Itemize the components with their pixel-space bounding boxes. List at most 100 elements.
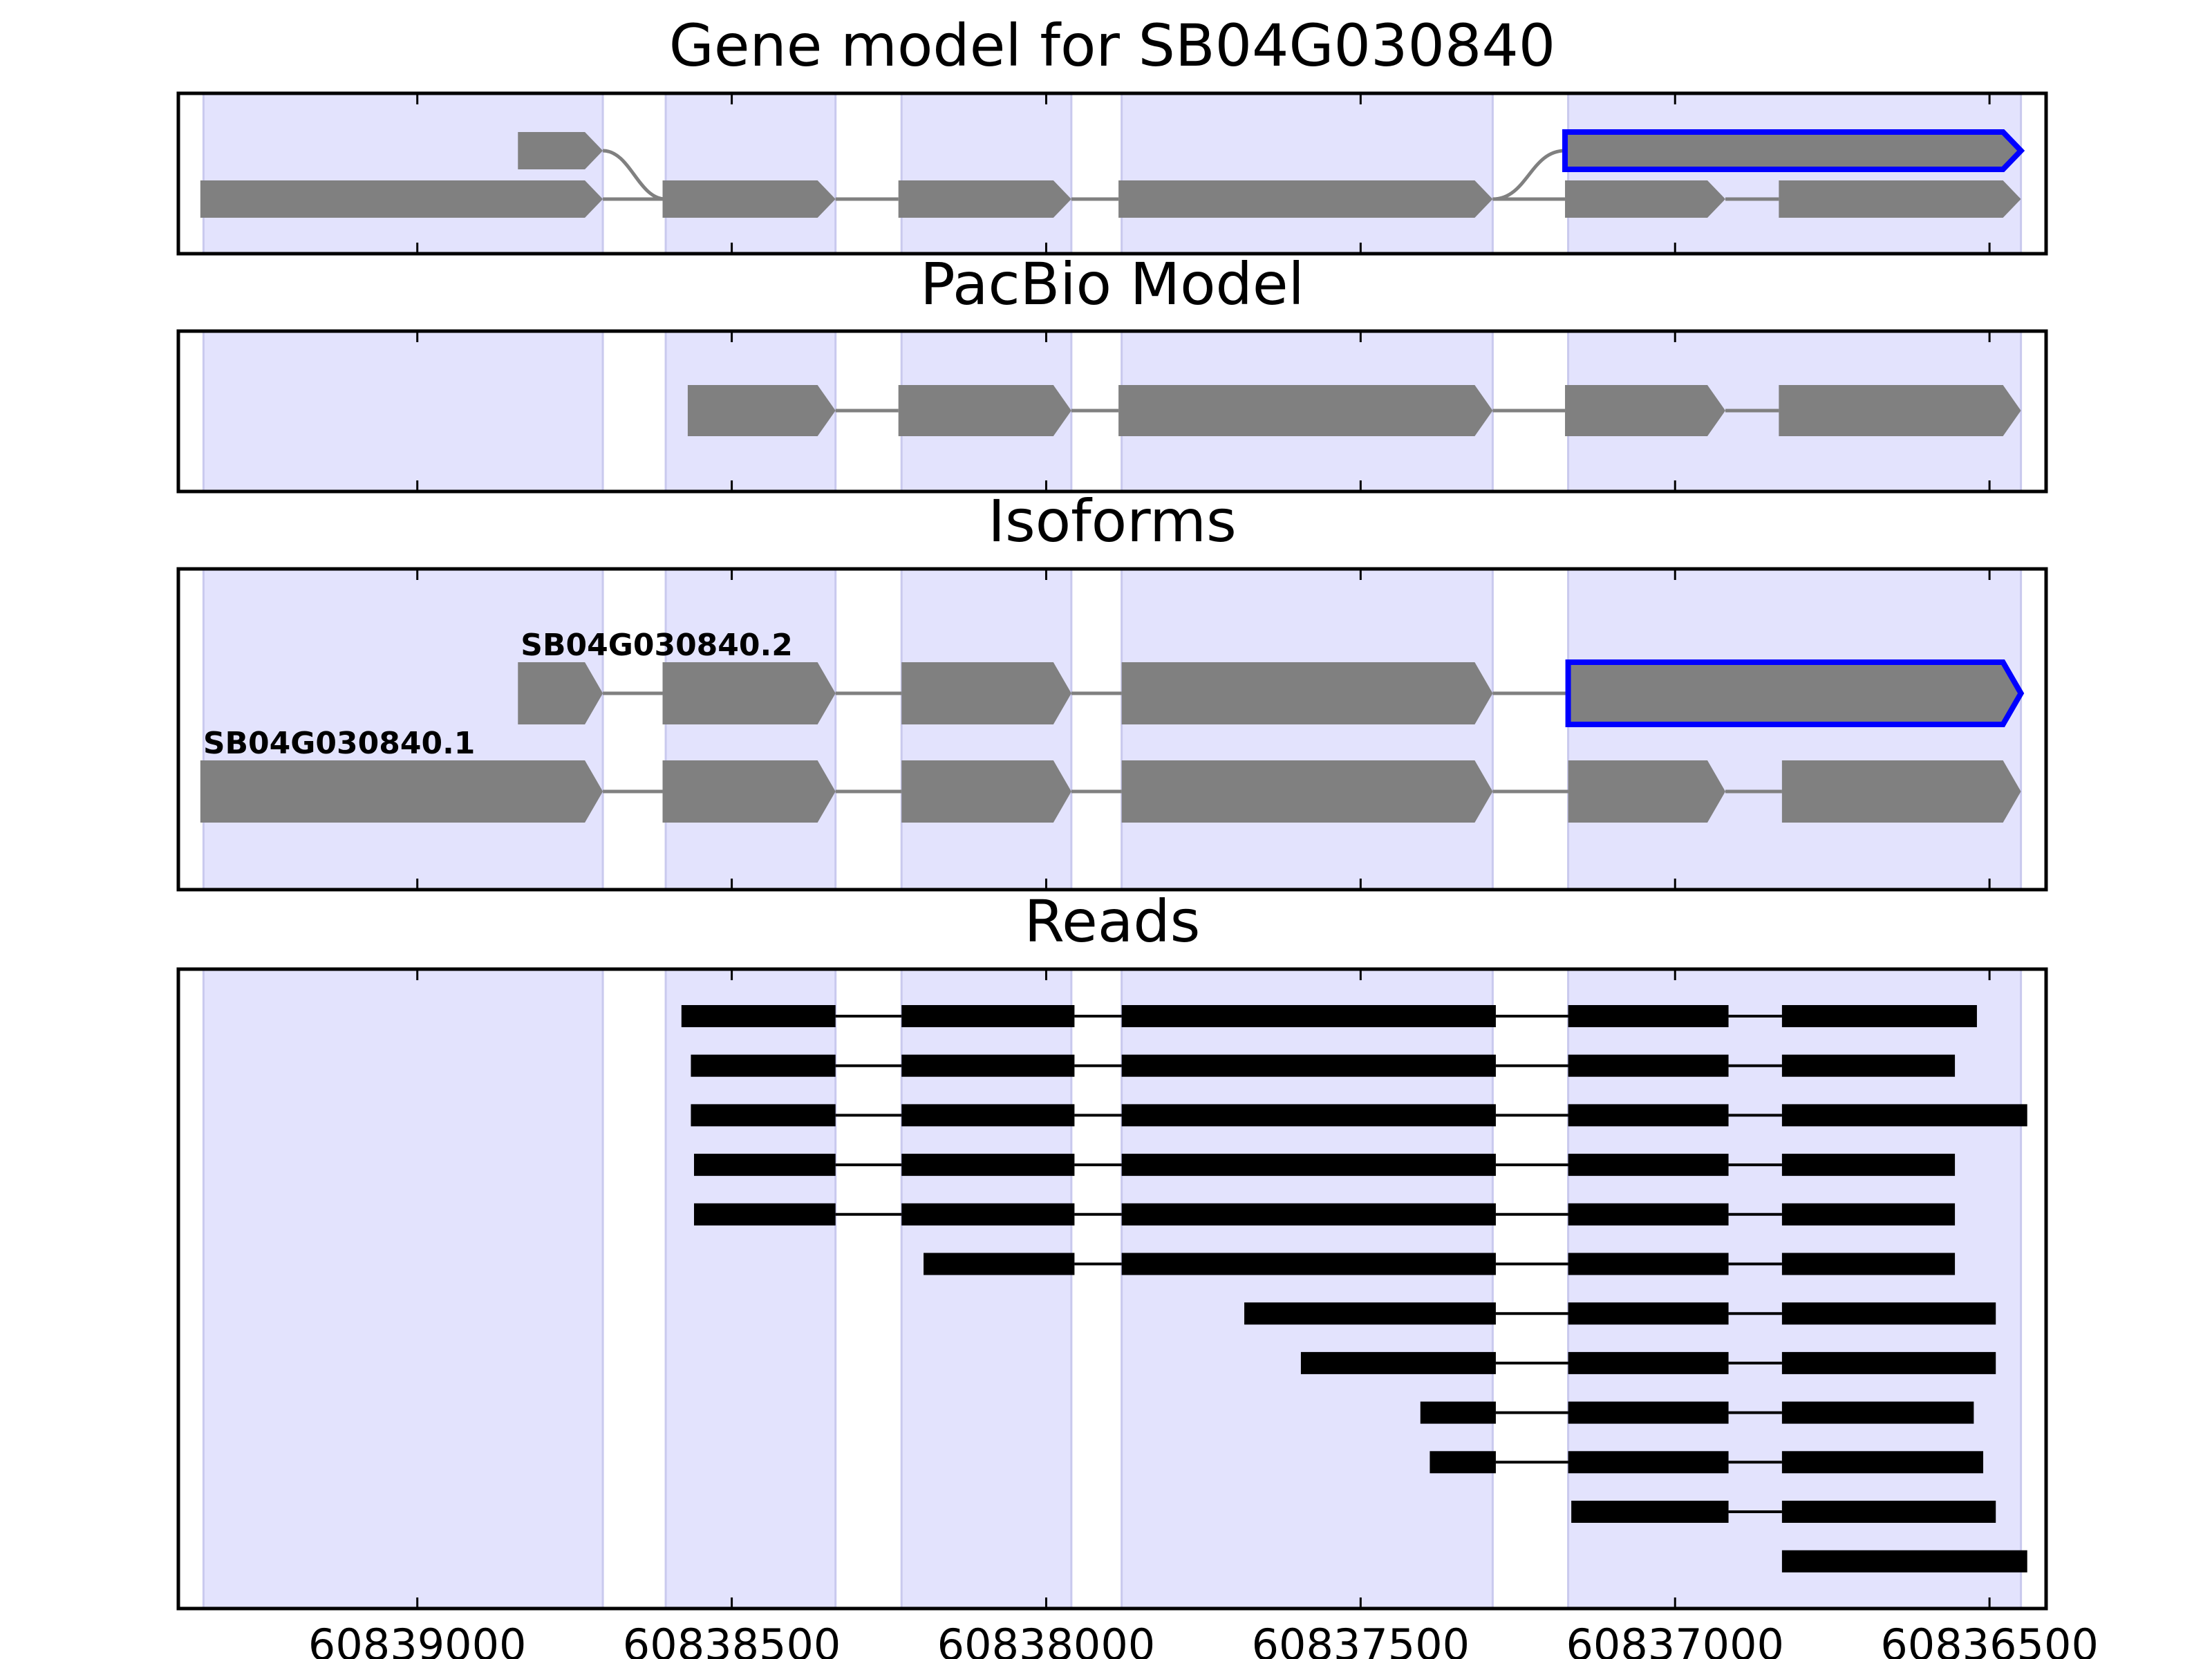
x-tick-label: 60839000	[308, 1620, 527, 1659]
read-block	[1781, 1203, 1956, 1226]
isoform-label: SB04G030840.2	[521, 628, 793, 663]
read-block	[1121, 1005, 1496, 1027]
read-block	[1568, 1154, 1729, 1177]
read-block	[694, 1203, 836, 1226]
read-block	[1568, 1203, 1729, 1226]
read-block	[1568, 1302, 1729, 1325]
panel-isoforms: Isoforms SB04G030840.1 SB04G030840.2	[176, 487, 2048, 892]
read-block	[1568, 1351, 1729, 1374]
exon	[901, 760, 1071, 823]
read-block	[901, 1005, 1075, 1027]
panel-frame	[176, 967, 2048, 1611]
read-block	[1781, 1253, 1956, 1275]
exon	[901, 662, 1071, 724]
read-block	[1568, 1005, 1729, 1027]
read-block	[1781, 1104, 2027, 1127]
exon	[898, 180, 1071, 218]
x-tick-label: 60838000	[937, 1620, 1156, 1659]
panel-pacbio-model: PacBio Model	[176, 250, 2048, 494]
read	[1244, 1302, 1996, 1325]
exon-band	[1121, 92, 1494, 255]
x-tick-label: 60836500	[1880, 1620, 2099, 1659]
read-block	[1781, 1550, 2027, 1573]
read-block	[1568, 1253, 1729, 1275]
read-block	[691, 1104, 836, 1127]
read-block	[924, 1253, 1075, 1275]
panel-title: PacBio Model	[920, 250, 1304, 318]
track	[518, 132, 666, 201]
read-block	[1781, 1054, 1956, 1077]
track: SB04G030840.2	[518, 628, 2025, 727]
read	[924, 1253, 1956, 1275]
read-block	[1420, 1401, 1496, 1424]
exon-band	[202, 968, 604, 1610]
read-block	[901, 1054, 1075, 1077]
exon	[662, 760, 836, 823]
track: SB04G030840.1	[200, 726, 2021, 823]
track	[687, 385, 2021, 436]
x-tick-label: 60838500	[623, 1620, 841, 1659]
read-block	[1121, 1203, 1496, 1226]
read-block	[1781, 1005, 1977, 1027]
panel-frame	[176, 329, 2048, 494]
exon	[1118, 385, 1493, 436]
exon	[1121, 760, 1493, 823]
read-block	[681, 1005, 836, 1027]
exon	[518, 662, 603, 724]
track	[1492, 129, 2025, 201]
read-block	[1781, 1351, 1996, 1374]
exon-band	[202, 92, 604, 255]
splice-curve	[602, 149, 666, 201]
isoform-label: SB04G030840.1	[203, 726, 476, 761]
read-block	[691, 1054, 836, 1077]
read-block	[1781, 1302, 1996, 1325]
read-block	[1121, 1253, 1496, 1275]
read-block	[1568, 1054, 1729, 1077]
read	[1300, 1351, 1996, 1374]
read	[1571, 1501, 1996, 1523]
read-block	[901, 1203, 1075, 1226]
read-block	[1244, 1302, 1496, 1325]
read-block	[694, 1154, 836, 1177]
exon	[1565, 385, 1726, 436]
exon	[687, 385, 836, 436]
exon	[662, 180, 836, 218]
exon	[518, 132, 603, 169]
read-block	[1781, 1401, 1974, 1424]
exon-band	[900, 92, 1073, 255]
read	[1430, 1451, 1984, 1474]
x-tick-label: 60837500	[1252, 1620, 1470, 1659]
exon-band	[1121, 568, 1494, 891]
panel-gene-model: Gene model for SB04G030840	[176, 12, 2048, 256]
exon	[200, 180, 603, 218]
panel-frame	[176, 567, 2048, 892]
panel-title: Gene model for SB04G030840	[669, 12, 1555, 79]
read-block	[1121, 1154, 1496, 1177]
read-block	[1781, 1154, 1956, 1177]
splice-curve	[1492, 149, 1566, 201]
read-block	[1121, 1054, 1496, 1077]
panel-title: Isoforms	[988, 487, 1237, 555]
exon	[1121, 662, 1493, 724]
exon-band	[664, 568, 837, 891]
read	[694, 1154, 1956, 1177]
exon	[200, 760, 603, 823]
exon-band	[1567, 568, 2023, 891]
exon-band	[202, 330, 604, 493]
read-block	[1568, 1451, 1729, 1474]
read	[1420, 1401, 1974, 1424]
exon	[1562, 129, 2025, 172]
read-block	[1430, 1451, 1496, 1474]
read-block	[1568, 1104, 1729, 1127]
read-block	[1300, 1351, 1496, 1374]
exon	[1118, 180, 1493, 218]
track	[200, 180, 2021, 218]
panel-title: Reads	[1024, 888, 1201, 955]
read-block	[1781, 1451, 1984, 1474]
read-block	[901, 1104, 1075, 1127]
read	[691, 1104, 2027, 1127]
exon	[1779, 385, 2021, 436]
read-block	[1571, 1501, 1729, 1523]
read	[691, 1054, 1956, 1077]
